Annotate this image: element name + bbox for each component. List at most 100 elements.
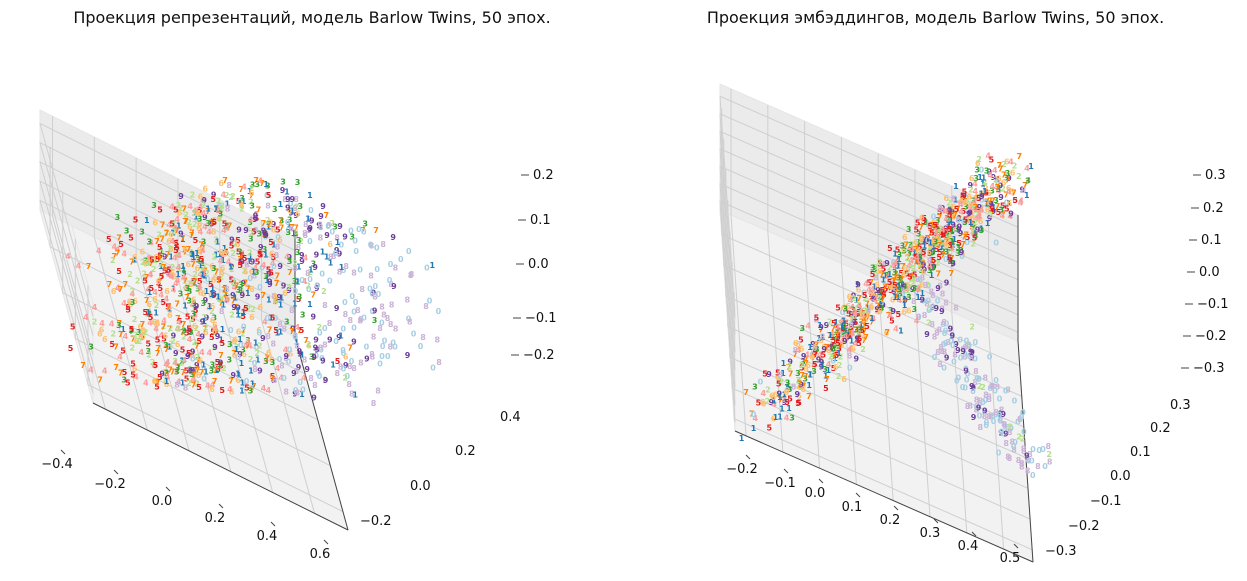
scatter-point-digit-3: 3 <box>836 331 842 340</box>
scatter-point-digit-2: 2 <box>203 323 209 332</box>
scatter-point-digit-3: 3 <box>372 316 378 325</box>
scatter-point-digit-4: 4 <box>175 325 181 334</box>
scatter-point-digit-0: 0 <box>997 410 1003 419</box>
scatter-point-digit-7: 7 <box>154 237 160 246</box>
scatter-point-digit-6: 6 <box>97 329 103 338</box>
scatter-point-digit-7: 7 <box>180 234 186 243</box>
scatter-point-digit-5: 5 <box>235 236 241 245</box>
scatter-point-digit-9: 9 <box>241 279 247 288</box>
scatter-point-digit-3: 3 <box>245 336 251 345</box>
scatter-point-digit-1: 1 <box>320 248 326 257</box>
scatter-point-digit-5: 5 <box>864 322 870 331</box>
scatter-point-digit-0: 0 <box>950 341 956 350</box>
scatter-point-digit-9: 9 <box>284 352 290 361</box>
scatter-point-digit-4: 4 <box>958 198 964 207</box>
scatter-point-digit-9: 9 <box>320 357 326 366</box>
scatter-point-digit-2: 2 <box>176 325 182 334</box>
scatter-point-digit-2: 2 <box>993 175 999 184</box>
scatter-point-digit-0: 0 <box>1040 445 1046 454</box>
axis-lines <box>734 215 1034 563</box>
scatter-point-digit-0: 0 <box>392 342 398 351</box>
x-tick-mark <box>745 454 751 460</box>
scatter-point-digit-9: 9 <box>229 236 235 245</box>
scatter-point-digit-5: 5 <box>130 370 136 379</box>
z-tick-label: 0.2 <box>533 168 554 183</box>
x-tick-mark <box>1013 543 1019 549</box>
scatter-point-digit-4: 4 <box>946 228 952 237</box>
scatter-point-digit-5: 5 <box>215 358 221 367</box>
scatter-point-digit-8: 8 <box>271 339 277 348</box>
scatter-point-digit-5: 5 <box>122 368 128 377</box>
scatter-point-digit-1: 1 <box>307 300 313 309</box>
scatter-point-digit-2: 2 <box>911 274 917 283</box>
x-tick-label: −0.1 <box>764 476 796 491</box>
scatter-point-digit-1: 1 <box>933 240 939 249</box>
scatter-point-digit-6: 6 <box>243 268 249 277</box>
scatter-point-digit-9: 9 <box>342 233 348 242</box>
scatter-point-digit-0: 0 <box>436 307 442 316</box>
scatter-point-digit-7: 7 <box>863 333 869 342</box>
scatter-point-digit-7: 7 <box>155 349 161 358</box>
scatter-point-digit-1: 1 <box>291 229 297 238</box>
scatter-point-digit-6: 6 <box>935 233 941 242</box>
scatter-point-digit-3: 3 <box>940 247 946 256</box>
scatter-point-digit-6: 6 <box>175 340 181 349</box>
scatter-point-digit-3: 3 <box>279 217 285 226</box>
plot-area-3d: −0.4−0.20.00.20.40.6−0.20.00.20.4−0.2−0.… <box>39 109 557 562</box>
scatter-point-digit-1: 1 <box>176 222 182 231</box>
scatter-point-digit-1: 1 <box>205 205 211 214</box>
scatter-point-digit-8: 8 <box>900 286 906 295</box>
scatter-point-digit-8: 8 <box>293 232 299 241</box>
scatter-point-digit-6: 6 <box>188 280 194 289</box>
scatter-point-digit-4: 4 <box>200 196 206 205</box>
scatter-point-digit-3: 3 <box>210 360 216 369</box>
scatter-point-digit-9: 9 <box>194 302 200 311</box>
scatter-point-digit-6: 6 <box>194 209 200 218</box>
scatter-point-digit-7: 7 <box>265 353 271 362</box>
scatter-point-digit-9: 9 <box>982 407 988 416</box>
scatter-point-digit-3: 3 <box>927 266 933 275</box>
scatter-point-digit-8: 8 <box>929 288 935 297</box>
scatter-point-digit-4: 4 <box>168 271 174 280</box>
scatter-point-digit-6: 6 <box>850 345 856 354</box>
scatter-point-digit-1: 1 <box>902 301 908 310</box>
scatter-point-digit-3: 3 <box>255 180 261 189</box>
scatter-point-digit-1: 1 <box>241 308 247 317</box>
scatter-point-digit-5: 5 <box>811 351 817 360</box>
x-tick-mark <box>113 469 119 475</box>
scatter-point-digit-2: 2 <box>873 271 879 280</box>
scatter-point-digit-7: 7 <box>195 356 201 365</box>
scatter-point-digit-1: 1 <box>204 287 210 296</box>
scatter-point-digit-4: 4 <box>303 254 309 263</box>
scatter-point-digit-6: 6 <box>784 388 790 397</box>
scatter-point-digit-3: 3 <box>927 249 933 258</box>
scatter-point-digit-0: 0 <box>364 343 370 352</box>
scatter-point-digit-2: 2 <box>835 339 841 348</box>
scatter-point-digit-7: 7 <box>174 226 180 235</box>
scatter-point-digit-6: 6 <box>859 309 865 318</box>
scatter-point-digit-7: 7 <box>170 367 176 376</box>
scatter-point-digit-4: 4 <box>176 378 182 387</box>
scatter-point-digit-6: 6 <box>166 237 172 246</box>
scatter-point-digit-1: 1 <box>855 336 861 345</box>
scatter-point-digit-0: 0 <box>385 352 391 361</box>
scatter-point-digit-7: 7 <box>221 285 227 294</box>
scatter-point-digit-5: 5 <box>162 266 168 275</box>
scatter-point-digit-5: 5 <box>847 332 853 341</box>
scatter-point-digit-7: 7 <box>347 343 353 352</box>
x-tick-mark <box>60 449 66 455</box>
scatter-point-digit-9: 9 <box>337 222 343 231</box>
scatter-point-digit-5: 5 <box>155 255 161 264</box>
scatter-point-digit-4: 4 <box>76 262 82 271</box>
scatter-point-digit-7: 7 <box>155 378 161 387</box>
scatter-point-digit-6: 6 <box>947 230 953 239</box>
scatter-point-digit-5: 5 <box>125 306 131 315</box>
scatter-point-digit-1: 1 <box>817 321 823 330</box>
scatter-point-digit-9: 9 <box>924 330 930 339</box>
scatter-point-digit-9: 9 <box>957 223 963 232</box>
scatter-point-digit-3: 3 <box>974 166 980 175</box>
scatter-point-digit-6: 6 <box>216 215 222 224</box>
scatter-point-digit-6: 6 <box>187 223 193 232</box>
scatter-point-digit-3: 3 <box>841 322 847 331</box>
scatter-point-digit-5: 5 <box>954 205 960 214</box>
